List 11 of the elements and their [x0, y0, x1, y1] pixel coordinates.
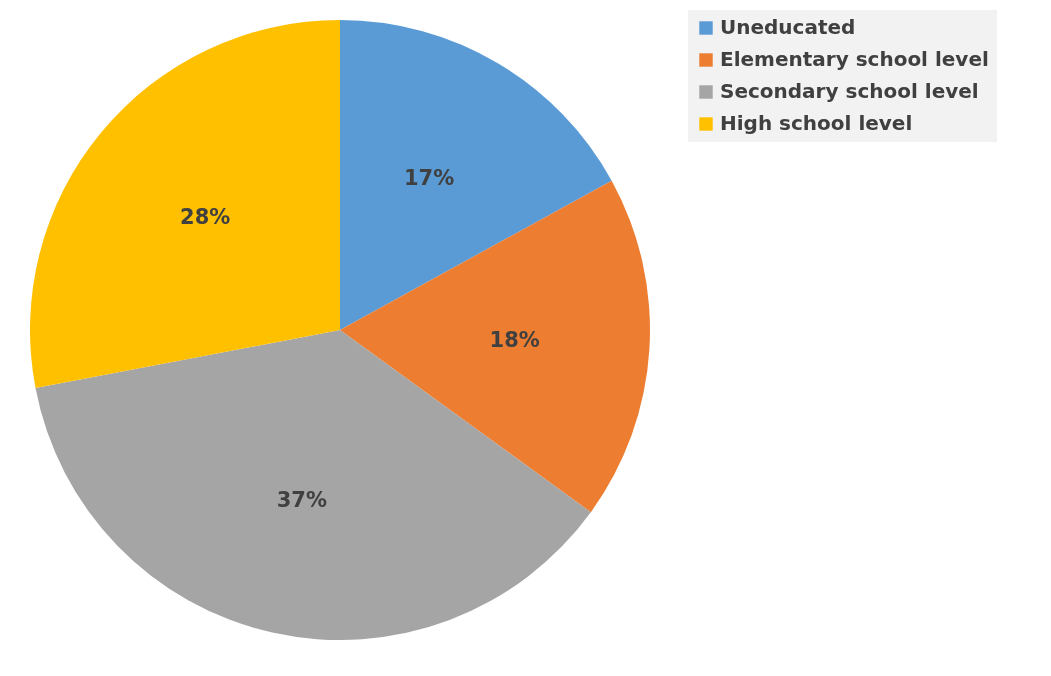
legend-label: High school level: [720, 111, 913, 135]
data-label: 18%: [489, 327, 540, 352]
data-label: 37%: [276, 487, 327, 512]
legend-label: Elementary school level: [720, 47, 989, 71]
legend-label: Uneducated: [720, 15, 856, 39]
legend-label: Secondary school level: [720, 79, 979, 103]
pie-slice: [35, 330, 591, 640]
pie-slice: [30, 20, 340, 389]
data-label: 28%: [180, 205, 231, 230]
data-label: 17%: [403, 166, 455, 191]
pie-slice: [340, 20, 612, 330]
